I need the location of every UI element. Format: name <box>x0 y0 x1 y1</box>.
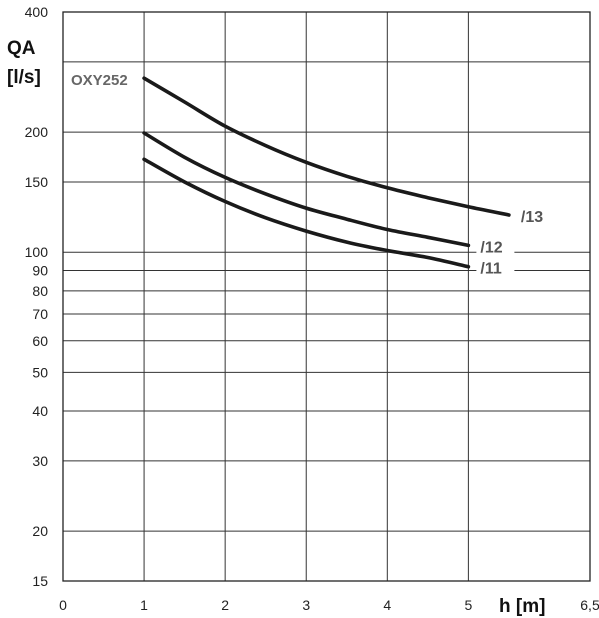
series-curves <box>142 76 511 269</box>
y-tick-label: 20 <box>32 523 48 539</box>
series-label: /13 <box>521 209 543 226</box>
x-tick-label: 6,5 <box>580 597 599 613</box>
x-axis-title: h [m] <box>499 596 545 617</box>
y-tick-label: 90 <box>32 262 48 278</box>
series-label-backdrop <box>516 206 555 227</box>
y-axis-title-line2: [l/s] <box>7 67 41 88</box>
y-tick-label: 60 <box>32 333 48 349</box>
x-tick-labels: 0 1 2 3 4 5 6,5 <box>59 597 599 613</box>
chart-label: OXY252 <box>71 72 128 89</box>
x-tick-label: 2 <box>221 597 229 613</box>
plot-frame <box>62 11 591 582</box>
grid-lines <box>63 12 590 581</box>
x-tick-label: 3 <box>302 597 310 613</box>
series-label: /11 <box>480 261 501 278</box>
y-tick-label: 15 <box>32 573 48 589</box>
series-label-backdrop <box>476 258 515 279</box>
y-tick-label: 70 <box>32 306 48 322</box>
series-label: /12 <box>480 239 502 256</box>
x-tick-label: 0 <box>59 597 67 613</box>
x-tick-label: 5 <box>464 597 472 613</box>
series-line-2 <box>142 157 471 269</box>
y-tick-labels: 15 20 30 40 50 60 70 80 90 100 150 200 400 <box>25 4 49 589</box>
y-tick-label: 400 <box>25 4 49 20</box>
y-tick-label: 40 <box>32 403 48 419</box>
y-tick-label: 30 <box>32 453 48 469</box>
series-label-backdrop <box>476 237 515 258</box>
y-tick-label: 100 <box>25 244 49 260</box>
y-tick-label: 50 <box>32 364 48 380</box>
y-tick-label: 200 <box>25 124 49 140</box>
y-axis-title-line1: QA <box>7 38 36 59</box>
y-tick-label: 150 <box>25 174 49 190</box>
series-labels: /13/12/11 <box>476 206 555 279</box>
series-line-0 <box>142 76 511 217</box>
x-tick-label: 1 <box>140 597 148 613</box>
y-tick-label: 80 <box>32 283 48 299</box>
series-line-1 <box>142 131 471 248</box>
x-tick-label: 4 <box>383 597 391 613</box>
